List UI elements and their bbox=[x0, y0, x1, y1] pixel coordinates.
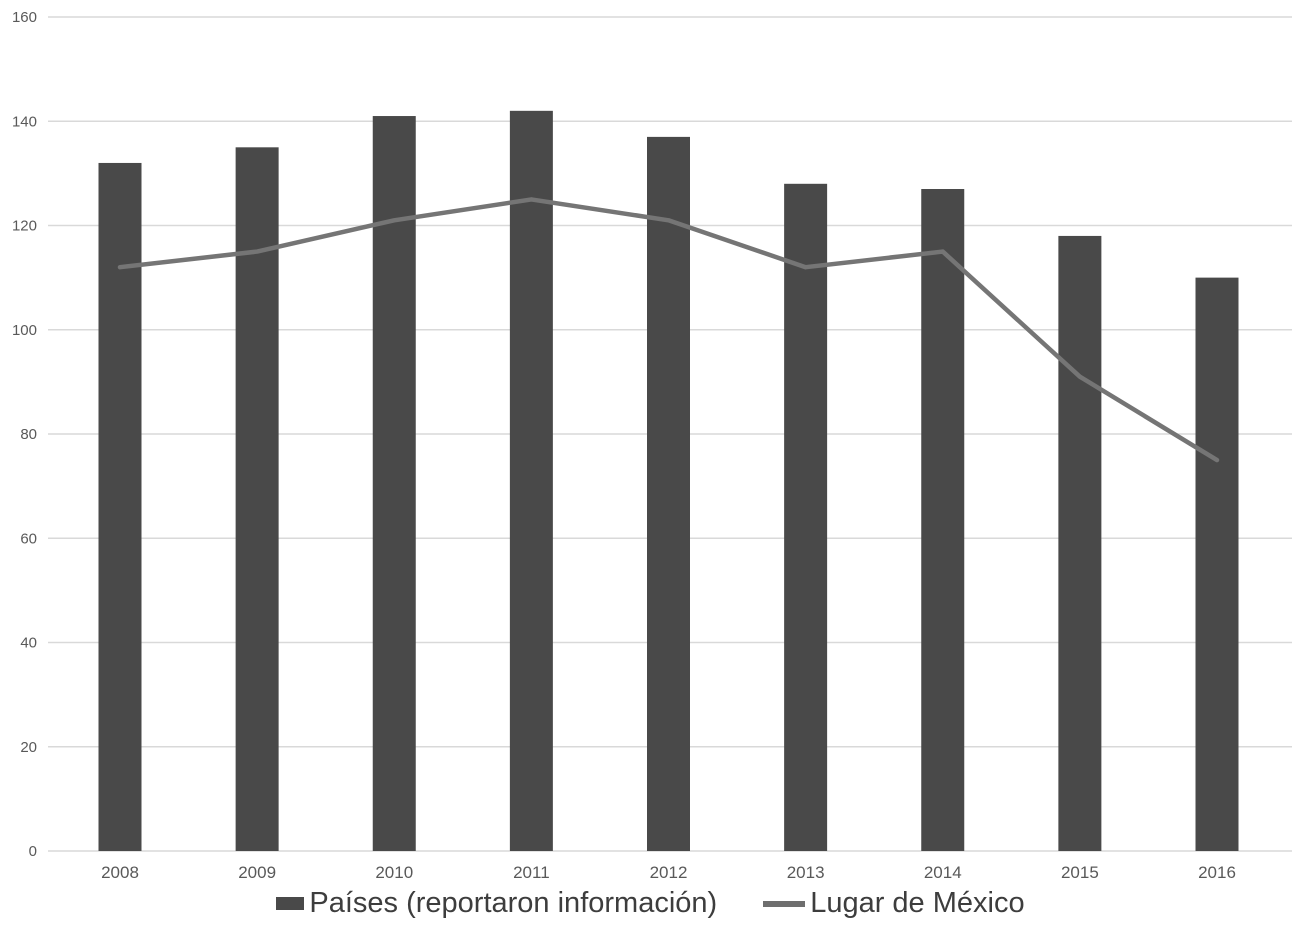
mexico-rank-line bbox=[117, 197, 1220, 463]
y-tick-label-0: 0 bbox=[29, 843, 37, 860]
bar-2011 bbox=[509, 110, 553, 851]
bar-2009 bbox=[235, 147, 279, 851]
legend-bar-swatch-icon bbox=[276, 897, 305, 911]
bar-2014 bbox=[921, 189, 965, 851]
y-tick-label-100: 100 bbox=[12, 322, 37, 339]
legend-item-paises: Países (reportaron información) bbox=[276, 887, 718, 920]
bar-line-chart-plot: 0 20 40 60 80 100 120 140 160 2008 2009 2010 2011 201… bbox=[12, 9, 1292, 882]
y-tick-label-80: 80 bbox=[20, 426, 37, 443]
legend-line-swatch-icon bbox=[763, 900, 806, 907]
x-axis-label-2011: 2011 bbox=[513, 863, 550, 882]
x-axis-label-2010: 2010 bbox=[375, 863, 413, 882]
x-axis-label-2014: 2014 bbox=[924, 863, 962, 882]
y-tick-label-120: 120 bbox=[12, 218, 37, 235]
x-axis-label-2008: 2008 bbox=[101, 863, 139, 882]
y-tick-label-140: 140 bbox=[12, 113, 37, 130]
x-axis-label-2012: 2012 bbox=[650, 863, 688, 882]
x-axis-label-2016: 2016 bbox=[1198, 863, 1236, 882]
bar-2008 bbox=[98, 162, 142, 851]
bar-2010 bbox=[372, 116, 416, 852]
x-axis-label-2013: 2013 bbox=[787, 863, 825, 882]
bar-2015 bbox=[1058, 235, 1102, 852]
y-tick-label-60: 60 bbox=[20, 530, 37, 547]
y-tick-label-20: 20 bbox=[20, 739, 37, 756]
y-tick-label-160: 160 bbox=[12, 9, 37, 26]
legend-item-lugar: Lugar de México bbox=[763, 887, 1025, 920]
legend-label-paises: Países (reportaron información) bbox=[309, 887, 718, 919]
bar-2016 bbox=[1195, 277, 1239, 851]
x-axis-label-2015: 2015 bbox=[1061, 863, 1099, 882]
x-axis-label-2009: 2009 bbox=[238, 863, 276, 882]
bar-2012 bbox=[647, 136, 690, 851]
bar-2013 bbox=[784, 183, 828, 852]
legend-label-lugar: Lugar de México bbox=[810, 887, 1025, 919]
y-tick-label-40: 40 bbox=[20, 635, 37, 652]
chart-legend: Países (reportaron información) Lugar de… bbox=[0, 887, 1301, 920]
